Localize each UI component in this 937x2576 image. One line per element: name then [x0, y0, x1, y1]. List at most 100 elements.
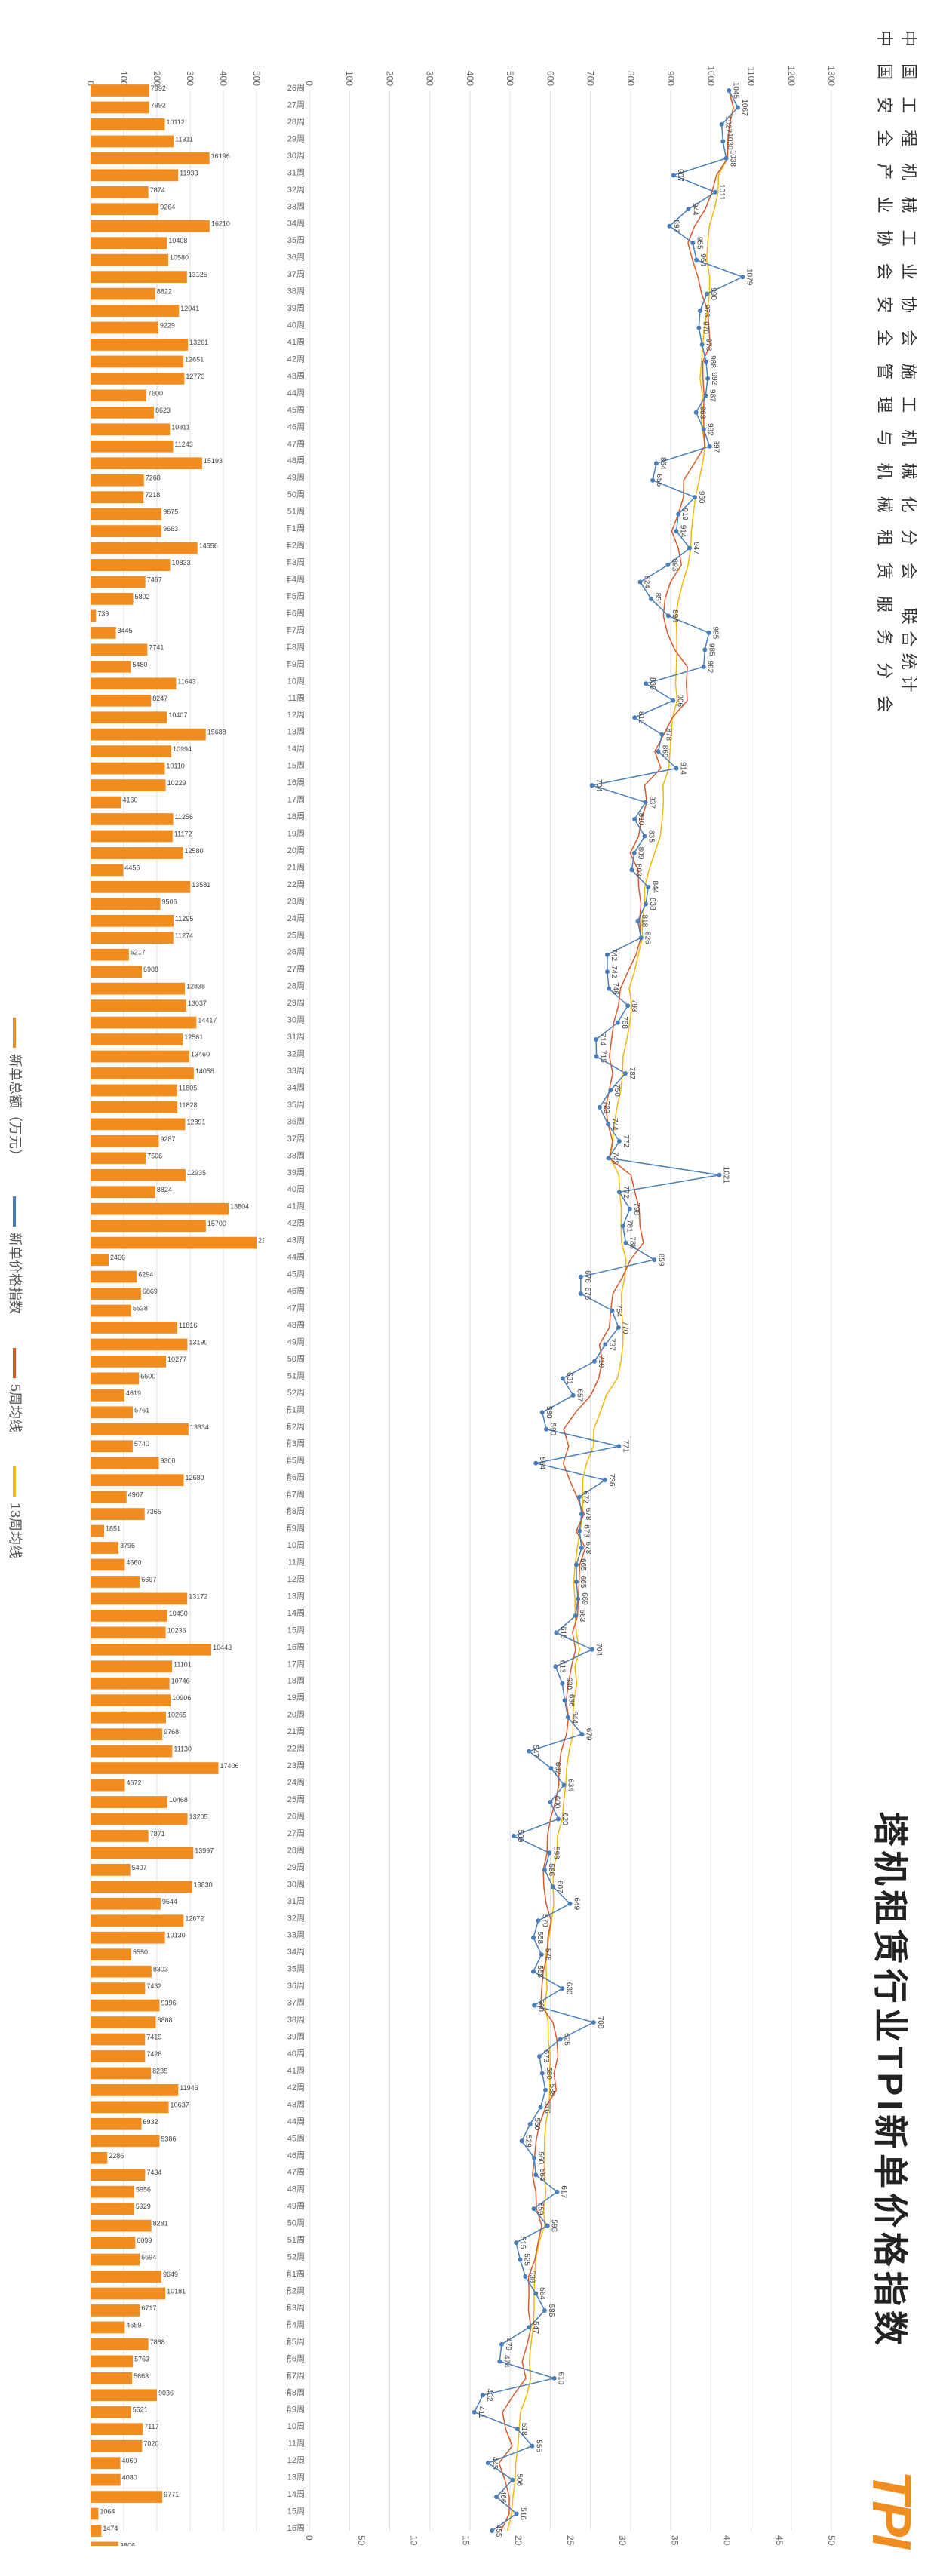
- svg-text:560: 560: [536, 1999, 545, 2012]
- svg-text:598: 598: [551, 1847, 560, 1859]
- svg-text:772: 772: [622, 1135, 630, 1148]
- svg-text:506: 506: [515, 2473, 523, 2486]
- svg-text:5000: 5000: [356, 2535, 367, 2546]
- svg-text:2022年17周: 2022年17周: [287, 794, 305, 805]
- svg-text:16196: 16196: [211, 152, 230, 160]
- svg-text:2024年第16周: 2024年第16周: [287, 2522, 305, 2533]
- svg-text:2024年第14周: 2024年第14周: [287, 2488, 305, 2499]
- svg-text:22597: 22597: [258, 1237, 264, 1245]
- svg-text:2023年第6周: 2023年第6周: [287, 1472, 305, 1482]
- svg-text:2022年35周: 2022年35周: [287, 1099, 305, 1110]
- svg-text:25000: 25000: [565, 2535, 576, 2546]
- svg-text:6988: 6988: [143, 966, 158, 973]
- svg-text:8281: 8281: [153, 2220, 168, 2228]
- svg-text:2023年第3周: 2023年第3周: [287, 1438, 305, 1448]
- svg-text:35000: 35000: [669, 2535, 680, 2546]
- svg-text:100: 100: [344, 71, 355, 86]
- svg-text:2022年49周: 2022年49周: [287, 1336, 305, 1346]
- svg-text:1079: 1079: [745, 269, 753, 286]
- svg-text:13037: 13037: [188, 999, 207, 1007]
- svg-text:2022年45周: 2022年45周: [287, 1269, 305, 1279]
- svg-text:8822: 8822: [157, 288, 172, 296]
- svg-text:5480: 5480: [132, 661, 147, 668]
- svg-text:2021年50周: 2021年50周: [287, 489, 305, 499]
- svg-text:7871: 7871: [150, 1830, 165, 1838]
- svg-text:2021年40周: 2021年40周: [287, 320, 305, 330]
- svg-text:919: 919: [680, 508, 689, 520]
- svg-text:2023年第14周: 2023年第14周: [287, 1607, 305, 1618]
- svg-text:3445: 3445: [118, 627, 133, 634]
- svg-text:13261: 13261: [189, 339, 208, 346]
- svg-text:2022年7周: 2022年7周: [287, 625, 305, 635]
- svg-text:8247: 8247: [152, 695, 167, 702]
- svg-text:2023年第49周: 2023年第49周: [287, 2200, 305, 2211]
- svg-text:400: 400: [465, 71, 475, 86]
- svg-text:15000: 15000: [461, 2535, 472, 2546]
- header-line-1: 中 国 工 程 机 械 工 业 协 会 施 工 机 械 化 分 会 联合统计: [898, 30, 922, 698]
- svg-text:13334: 13334: [190, 1423, 209, 1431]
- svg-text:10112: 10112: [166, 118, 184, 126]
- svg-text:9287: 9287: [160, 1135, 175, 1143]
- svg-text:12580: 12580: [184, 847, 203, 855]
- svg-text:610: 610: [557, 2372, 565, 2384]
- svg-text:10833: 10833: [171, 559, 190, 566]
- svg-text:7432: 7432: [146, 1982, 161, 1990]
- svg-text:810: 810: [637, 711, 645, 724]
- svg-text:525: 525: [522, 2253, 530, 2266]
- svg-text:11816: 11816: [179, 1322, 197, 1329]
- svg-text:2022年3周: 2022年3周: [287, 557, 305, 567]
- svg-text:13581: 13581: [192, 881, 210, 889]
- svg-text:995: 995: [711, 627, 720, 640]
- svg-text:7506: 7506: [147, 1152, 162, 1159]
- svg-text:9264: 9264: [160, 203, 175, 210]
- svg-text:625: 625: [563, 2033, 571, 2046]
- svg-text:1300: 1300: [826, 66, 837, 86]
- svg-text:13190: 13190: [189, 1338, 207, 1346]
- svg-text:636: 636: [567, 1694, 576, 1707]
- svg-text:2023年第24周: 2023年第24周: [287, 1777, 305, 1788]
- svg-text:2022年32周: 2022年32周: [287, 1049, 305, 1059]
- svg-text:602: 602: [553, 1762, 561, 1775]
- svg-text:2022年2周: 2022年2周: [287, 540, 305, 551]
- svg-text:2021年39周: 2021年39周: [287, 302, 305, 313]
- svg-text:2023年第52周: 2023年第52周: [287, 2252, 305, 2262]
- svg-text:1851: 1851: [106, 1525, 121, 1533]
- svg-text:2021年44周: 2021年44周: [287, 387, 305, 398]
- svg-text:2021年27周: 2021年27周: [287, 99, 305, 109]
- svg-text:855: 855: [655, 474, 663, 487]
- svg-text:11933: 11933: [180, 169, 198, 177]
- svg-text:2286: 2286: [109, 2152, 124, 2160]
- svg-text:30000: 30000: [617, 2535, 628, 2546]
- svg-text:0: 0: [304, 2535, 315, 2541]
- svg-text:803: 803: [634, 864, 642, 877]
- svg-text:45000: 45000: [774, 2535, 785, 2546]
- svg-text:615: 615: [558, 1626, 567, 1639]
- svg-text:2023年第10周: 2023年第10周: [287, 1540, 305, 1550]
- svg-text:2022年52周: 2022年52周: [287, 1387, 305, 1398]
- svg-text:2023年第15周: 2023年第15周: [287, 1624, 305, 1635]
- svg-text:2023年第43周: 2023年第43周: [287, 2099, 305, 2109]
- svg-text:11172: 11172: [174, 830, 192, 837]
- svg-text:613: 613: [558, 1660, 566, 1673]
- svg-text:2021年35周: 2021年35周: [287, 235, 305, 245]
- svg-text:893: 893: [670, 559, 678, 572]
- svg-text:10906: 10906: [172, 1694, 191, 1702]
- svg-text:479: 479: [504, 2338, 512, 2351]
- svg-text:2021年42周: 2021年42周: [287, 353, 305, 364]
- svg-text:1011: 1011: [717, 184, 726, 201]
- svg-text:2024年第12周: 2024年第12周: [287, 2455, 305, 2465]
- svg-text:2023年第42周: 2023年第42周: [287, 2082, 305, 2092]
- svg-text:1027: 1027: [724, 116, 733, 134]
- svg-text:550: 550: [533, 2117, 541, 2130]
- svg-text:787: 787: [628, 1067, 636, 1080]
- svg-text:838: 838: [648, 898, 656, 910]
- svg-text:2021年29周: 2021年29周: [287, 133, 305, 143]
- svg-text:2022年42周: 2022年42周: [287, 1217, 305, 1228]
- svg-text:7992: 7992: [151, 84, 166, 92]
- svg-text:9663: 9663: [163, 525, 178, 533]
- svg-text:2023年第9周: 2023年第9周: [287, 1523, 305, 1534]
- legend-swatch-bar: [13, 1018, 16, 1048]
- svg-text:2022年24周: 2022年24周: [287, 913, 305, 923]
- svg-text:7365: 7365: [146, 1508, 161, 1515]
- svg-text:12041: 12041: [180, 305, 199, 312]
